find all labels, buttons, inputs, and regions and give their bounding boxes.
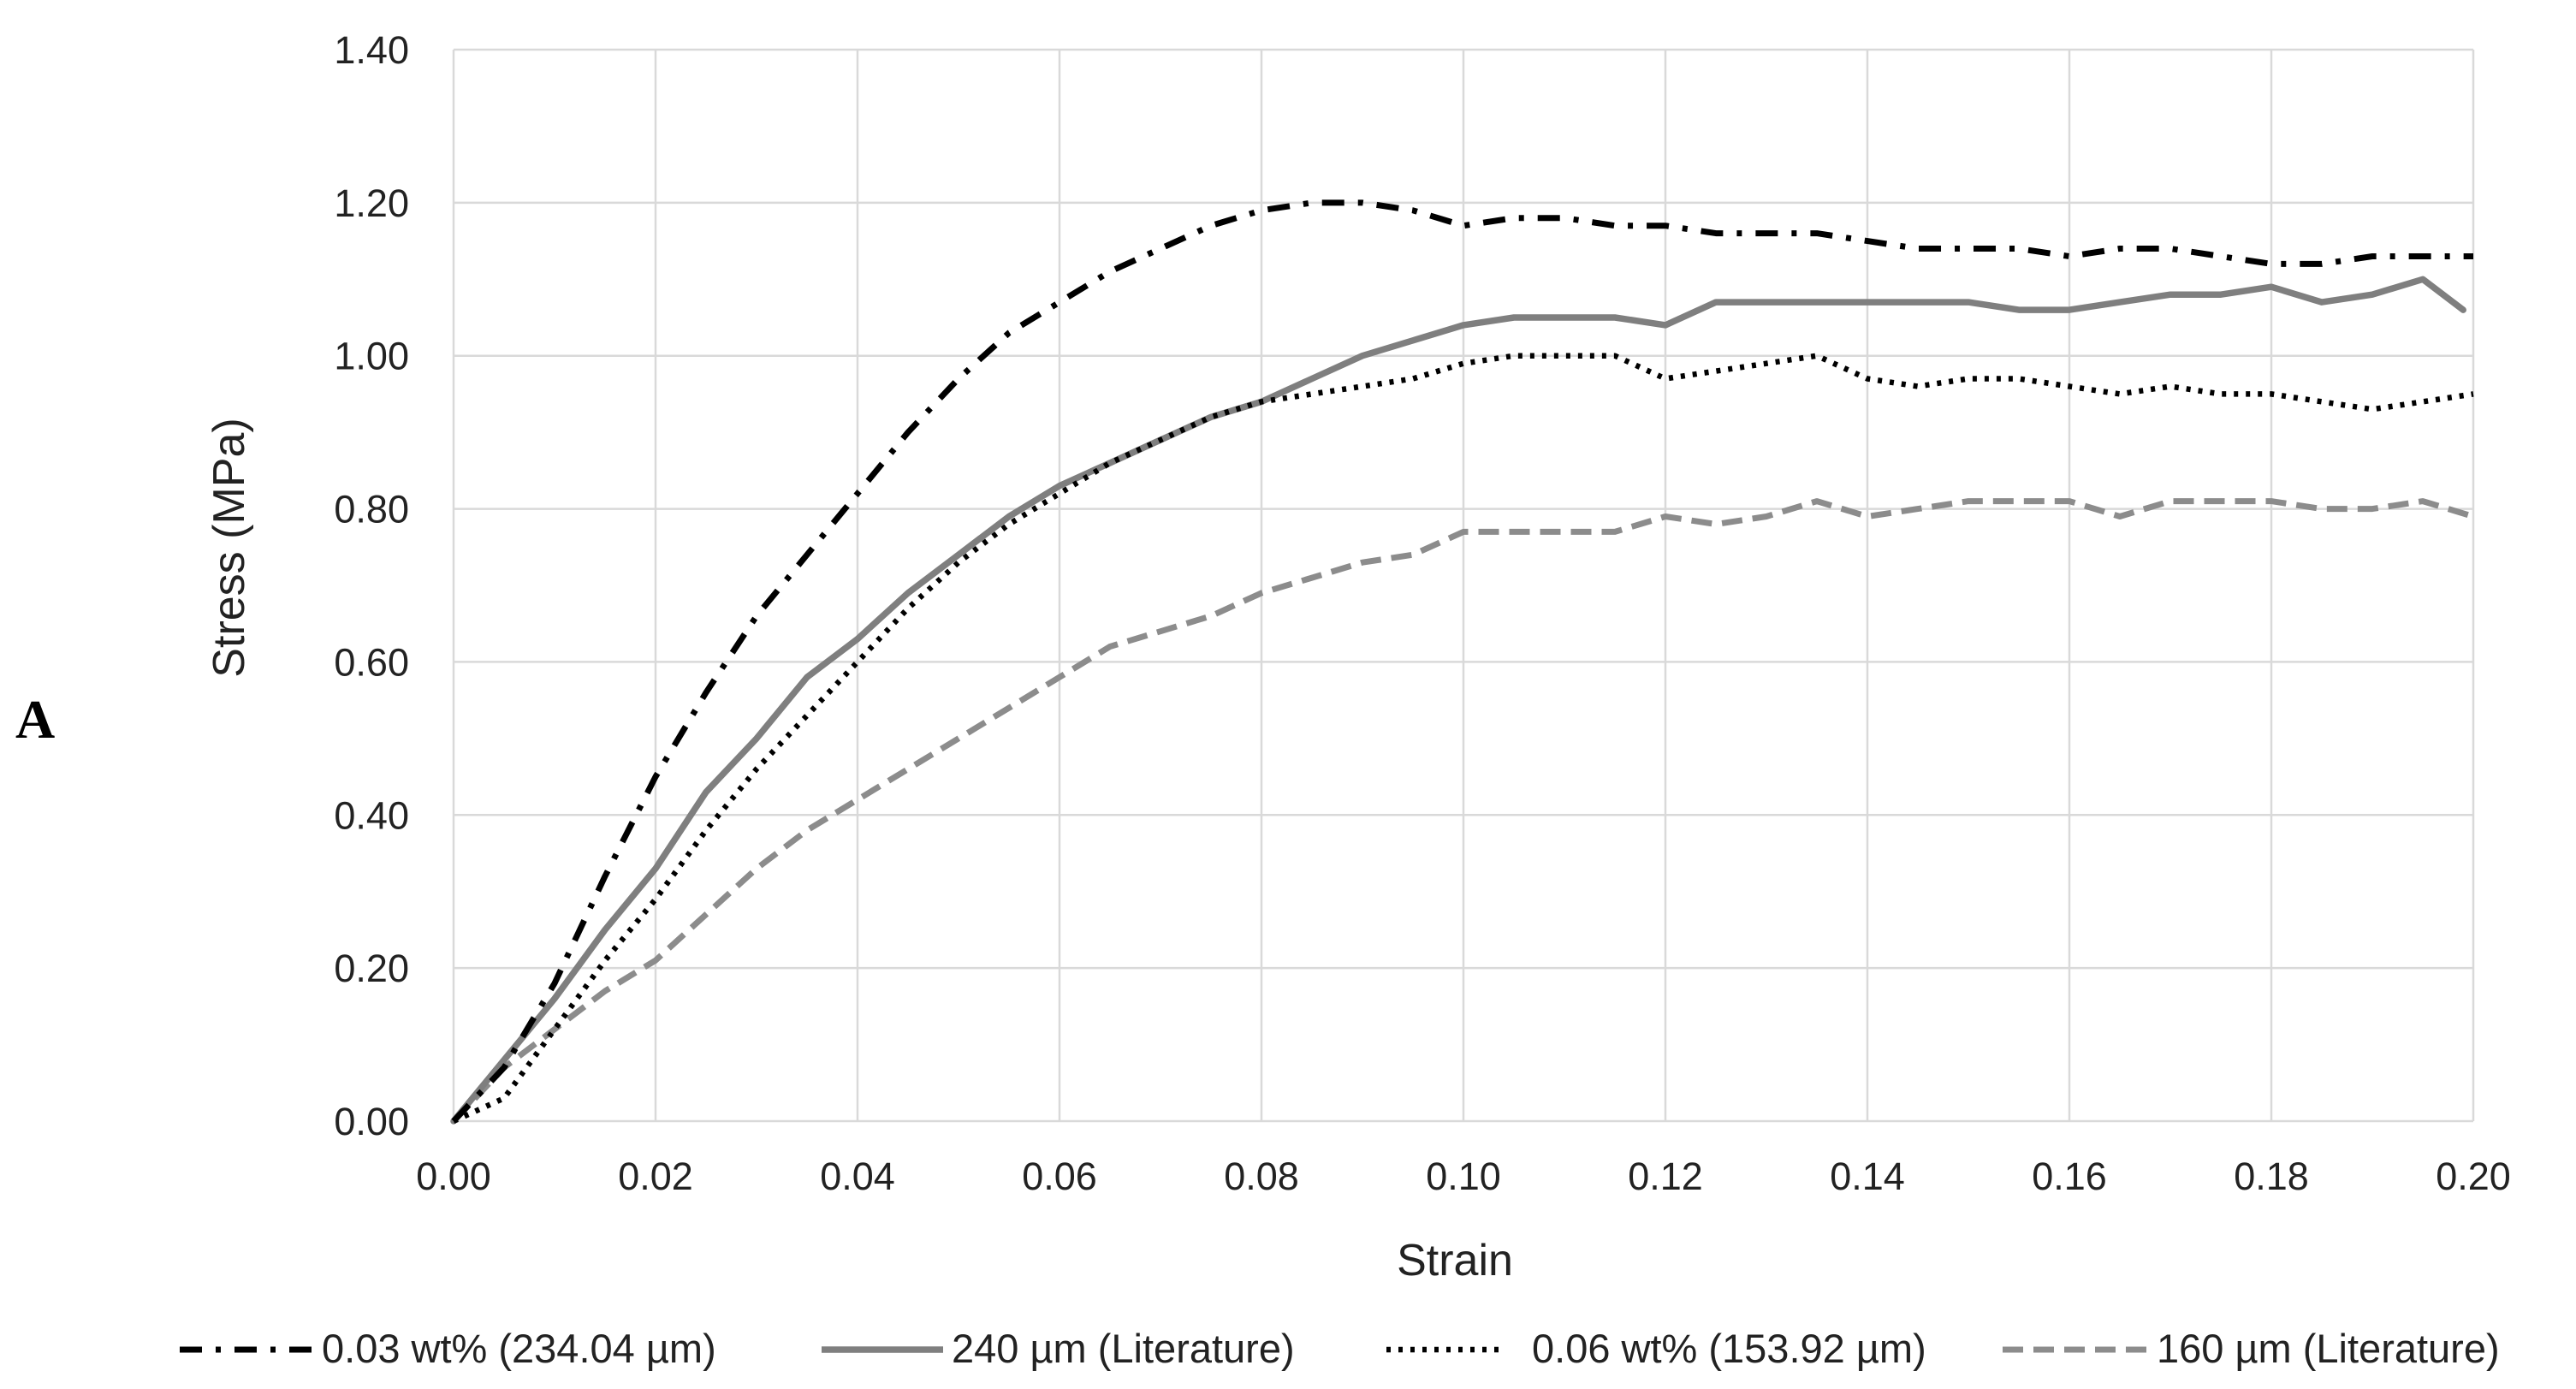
legend-label: 0.03 wt% (234.04 µm) xyxy=(322,1326,716,1371)
y-tick-label: 0.40 xyxy=(334,793,409,837)
panel-label: A xyxy=(15,689,55,750)
series-line-1 xyxy=(451,199,2473,1124)
y-axis-title: Stress (MPa) xyxy=(205,418,254,677)
x-axis-title: Strain xyxy=(1397,1236,1513,1285)
x-tick-label: 0.04 xyxy=(820,1155,895,1198)
series-layer xyxy=(450,199,2475,1125)
legend-label: 0.06 wt% (153.92 µm) xyxy=(1532,1326,1926,1371)
y-tick-label: 0.60 xyxy=(334,640,409,684)
y-tick-label: 1.20 xyxy=(334,181,409,225)
y-tick-label: 1.40 xyxy=(334,28,409,72)
x-tick-label: 0.20 xyxy=(2436,1155,2511,1198)
legend: 0.03 wt% (234.04 µm) 240 µm (Literature) 0… xyxy=(180,1326,2500,1371)
y-tick-label: 0.00 xyxy=(334,1100,409,1143)
x-tick-label: 0.14 xyxy=(1830,1155,1905,1198)
x-tick-label: 0.08 xyxy=(1224,1155,1299,1198)
series-line-2 xyxy=(450,276,2466,1125)
x-tick-label: 0.10 xyxy=(1426,1155,1501,1198)
axis-layer: 0.00 0.20 0.40 0.60 0.80 1.00 1.20 1.40 0.00 0.02… xyxy=(334,28,2510,1198)
legend-label: 240 µm (Literature) xyxy=(952,1326,1295,1371)
x-tick-label: 0.02 xyxy=(618,1155,693,1198)
legend-label: 160 µm (Literature) xyxy=(2157,1326,2500,1371)
series-line-4 xyxy=(451,498,2475,1124)
x-tick-label: 0.16 xyxy=(2032,1155,2107,1198)
x-tick-label: 0.00 xyxy=(416,1155,491,1198)
x-tick-label: 0.12 xyxy=(1628,1155,1703,1198)
grid-layer xyxy=(452,48,2475,1123)
x-tick-label: 0.18 xyxy=(2234,1155,2309,1198)
y-tick-label: 1.00 xyxy=(334,335,409,378)
y-tick-label: 0.80 xyxy=(334,488,409,531)
y-tick-label: 0.20 xyxy=(334,947,409,990)
x-tick-label: 0.06 xyxy=(1022,1155,1097,1198)
